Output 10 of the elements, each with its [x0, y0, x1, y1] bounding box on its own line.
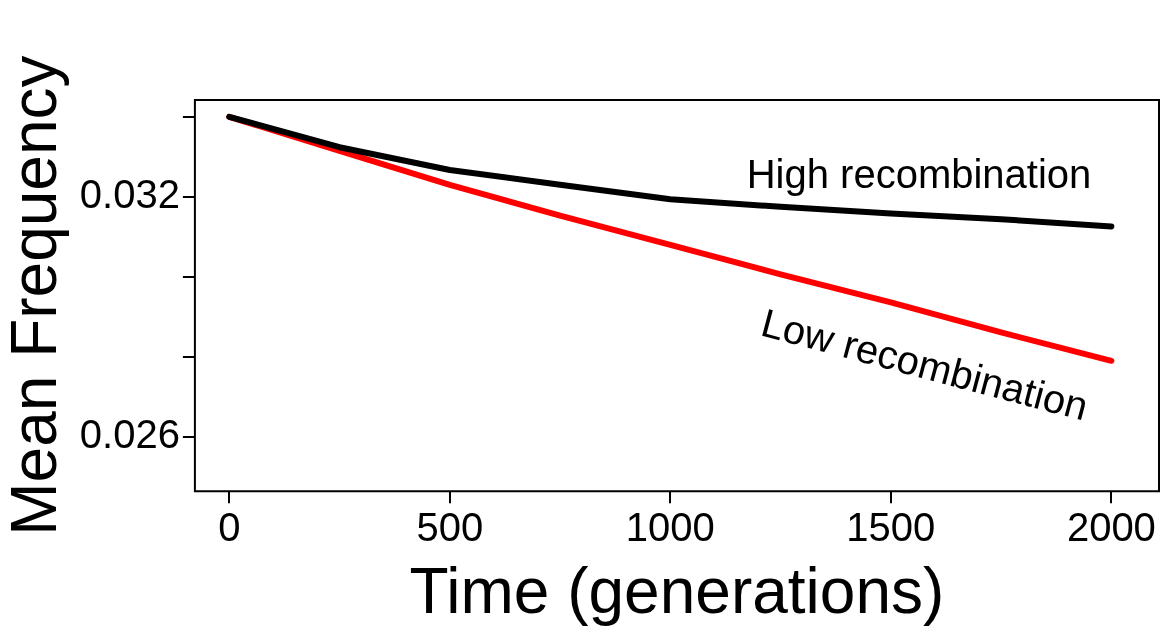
x-tick-label: 1500 [846, 505, 936, 550]
y-tick-label: 0.032 [79, 171, 180, 216]
x-tick-label: 1000 [625, 505, 715, 550]
y-axis-title: Mean Frequency [0, 55, 71, 536]
x-axis-title: Time (generations) [409, 555, 945, 628]
x-tick-label: 0 [218, 505, 241, 550]
x-tick-label: 2000 [1066, 505, 1156, 550]
y-tick-label: 0.026 [79, 411, 180, 456]
series-label: High recombination [746, 152, 1092, 197]
x-tick-label: 500 [416, 505, 484, 550]
